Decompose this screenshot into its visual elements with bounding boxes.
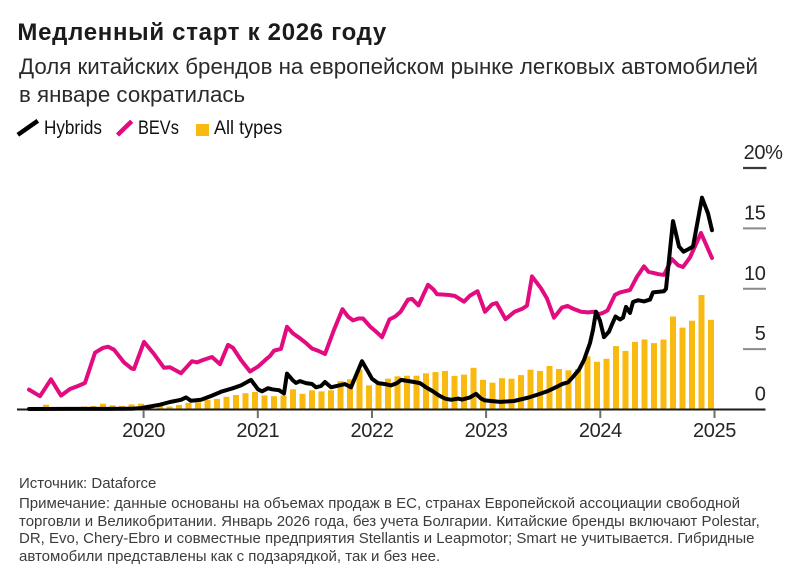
svg-text:2021: 2021 [236,420,279,442]
svg-text:15: 15 [744,202,766,224]
svg-text:2024: 2024 [579,420,622,442]
svg-text:10: 10 [744,263,766,285]
svg-text:2022: 2022 [351,420,394,442]
svg-text:2020: 2020 [122,420,165,442]
svg-text:2023: 2023 [465,420,508,442]
svg-text:5: 5 [755,323,766,345]
svg-text:2025: 2025 [693,420,736,442]
svg-text:0: 0 [755,384,766,406]
svg-text:20%: 20% [744,142,783,164]
